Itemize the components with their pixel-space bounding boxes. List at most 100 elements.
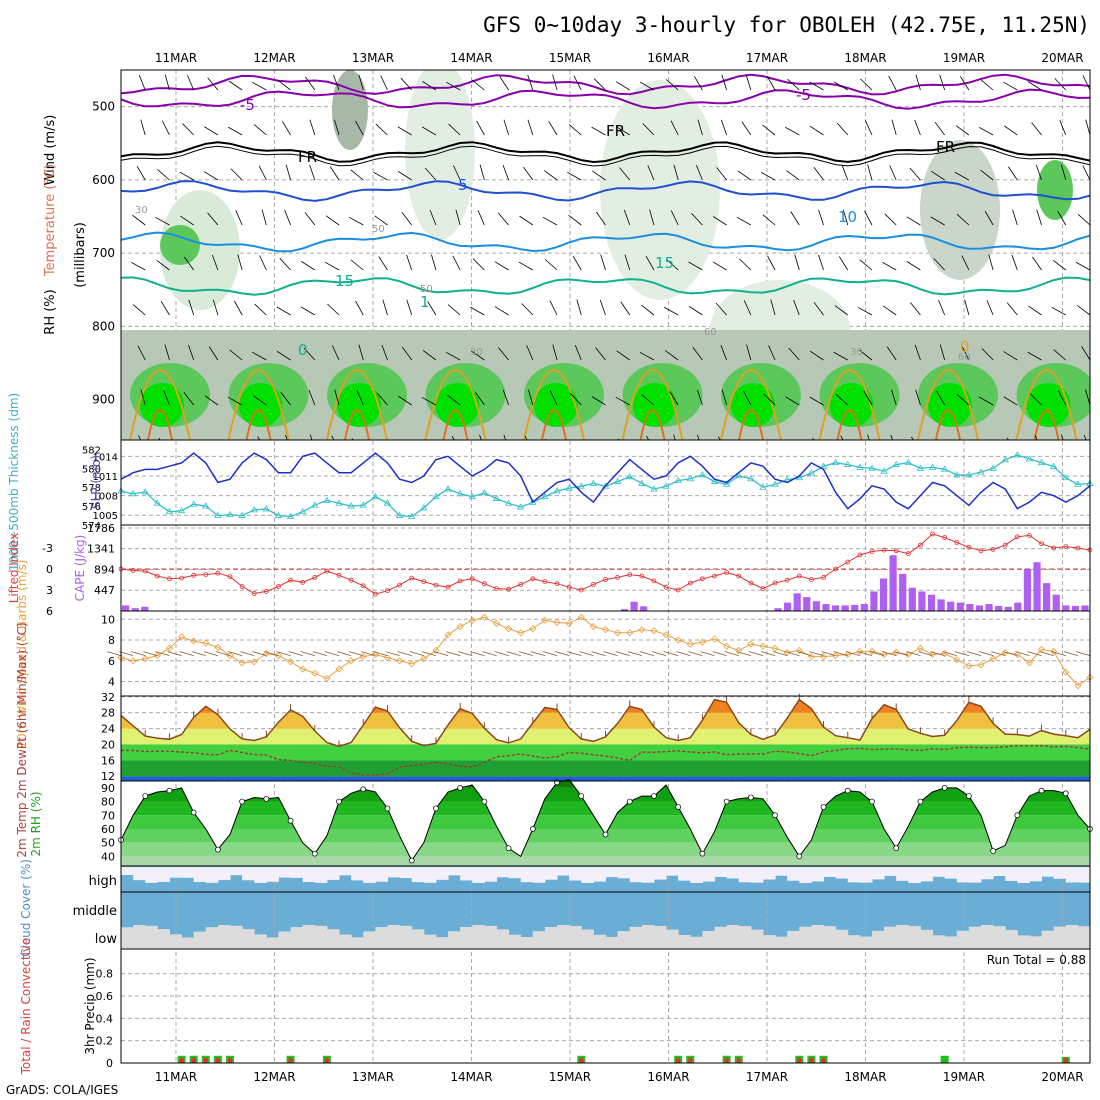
upper-wind-barb (665, 79, 679, 91)
precip-convective-bar (821, 1057, 826, 1063)
upper-wind-barb (121, 89, 122, 90)
upper-wind-barb (140, 119, 146, 136)
panel-label-rh: RH (%) (43, 289, 58, 334)
upper-wind-barb (818, 254, 824, 271)
upper-wind-barb (906, 216, 921, 226)
cloud-low-bar (871, 930, 885, 949)
upper-wind-barb (770, 299, 776, 316)
precip-convective-bar (676, 1057, 681, 1063)
upper-wind-barb (258, 165, 267, 181)
thickness-point (747, 474, 755, 482)
x-tick-label-top: 20MAR (1041, 51, 1083, 65)
upper-wind-barb (526, 345, 534, 361)
isotherm-warm-loop (1015, 369, 1078, 440)
upper-wind-barb (984, 210, 994, 226)
wind-barb (542, 651, 558, 656)
cloud-high-bar (133, 867, 146, 881)
lifted-index-point (942, 535, 948, 540)
upper-wind-barb (503, 434, 506, 440)
upper-wind-barb (889, 165, 897, 181)
upper-wind-barb (760, 171, 776, 181)
lifted-index-point (397, 582, 402, 588)
li-tick-label: 3 (46, 584, 53, 597)
upper-wind-barb (955, 125, 970, 136)
rh-point (457, 785, 463, 791)
cape-bar (1071, 605, 1080, 611)
upper-wind-barb (712, 261, 727, 271)
upper-wind-barb (691, 213, 703, 226)
panel-label-temp2m: 2m Temp 2m DewPt (6hr Min/Max) (°C) (15, 622, 29, 857)
cloud-high-bar (217, 867, 231, 881)
cloud-high-bar (908, 867, 921, 883)
cloud-low-bar (993, 926, 1006, 949)
cloud-high-bar (944, 867, 958, 879)
isotherm-hot-loop (935, 409, 961, 440)
upper-wind-barb (406, 299, 413, 316)
isotherm-label: -5 (240, 96, 255, 114)
axis-labels: 11MAR 11MAR 12MAR 12MAR 13MAR 13MAR 14MAR 14MAR… (7, 51, 1086, 1084)
wind-barb (240, 651, 255, 656)
upper-wind-barb (888, 75, 897, 91)
upper-wind-barb (891, 389, 897, 406)
wind-barb (228, 651, 243, 656)
wind-barb (869, 651, 885, 656)
upper-wind-barb (380, 75, 388, 91)
upper-wind-barb (548, 121, 558, 136)
upper-wind-barb (738, 439, 740, 440)
upper-wind-barb (813, 301, 824, 316)
upper-wind-barb (121, 403, 122, 405)
cape-bar (841, 605, 849, 611)
rh-point (966, 793, 972, 799)
cloud-low-bar (932, 935, 946, 949)
isotherm-hot-loop (245, 409, 272, 440)
x-tick-label-bottom: 17MAR (746, 1070, 788, 1084)
wind-barb (821, 651, 836, 656)
rh-point (747, 794, 754, 801)
precip-convective-bar (215, 1057, 220, 1063)
wind-speed-point (771, 644, 779, 652)
cloud-low-bar (690, 936, 703, 949)
precip-tick-label: 0.8 (96, 968, 114, 981)
isotherm-line (121, 88, 1090, 110)
upper-wind-barb (788, 347, 800, 361)
rh-point (481, 798, 488, 805)
upper-wind-barb (300, 306, 316, 316)
cape-bar (620, 609, 629, 611)
wind-speed-point (165, 644, 174, 652)
thickness-point (1013, 451, 1022, 458)
upper-wind-barb (716, 167, 727, 181)
lifted-index-point (748, 580, 754, 586)
thickness-point (892, 460, 900, 467)
cape-bar (640, 606, 648, 611)
temp-tick-label: 32 (101, 691, 115, 704)
isotherm-warm-loop (917, 369, 979, 440)
lifted-index-point (857, 552, 863, 558)
wind-speed-point (819, 653, 828, 661)
rh-shade-saturated (435, 383, 480, 427)
cloud-high-bar (532, 867, 546, 883)
upper-wind-barb (280, 392, 291, 406)
upper-wind-barb (303, 347, 316, 361)
thickness-point (359, 501, 367, 508)
cape-bar (783, 602, 792, 611)
panel-label-thickness: 1000~500mb Thickness (dm) (7, 393, 21, 571)
upper-wind-barb (1085, 119, 1090, 136)
upper-wind-barb (954, 171, 970, 181)
lifted-index-point (191, 572, 197, 578)
cloud-high-bar (702, 867, 716, 882)
upper-wind-barb (163, 389, 170, 406)
cloud-low-bar (302, 925, 316, 949)
panel-label-temperature: Temperature (°C) (43, 164, 58, 277)
cape-bar (1014, 602, 1022, 611)
lifted-index-point (675, 587, 681, 593)
lifted-index-point (542, 579, 548, 584)
cloud-high-bar (508, 867, 522, 879)
upper-wind-barb (451, 436, 455, 440)
upper-wind-barb (140, 389, 146, 406)
upper-wind-barb (397, 126, 412, 136)
cloud-high-bar (375, 867, 388, 882)
upper-wind-barb (327, 303, 340, 316)
wind-speed-point (529, 625, 537, 633)
wind-speed-point (250, 658, 258, 666)
wind-speed-point (480, 613, 488, 621)
